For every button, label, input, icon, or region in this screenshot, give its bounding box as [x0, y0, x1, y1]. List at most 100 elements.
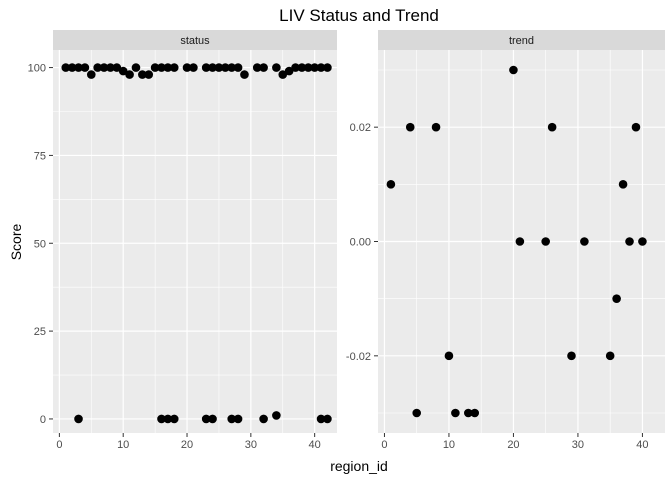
- data-point: [169, 414, 179, 424]
- facet-strip: [378, 30, 665, 50]
- data-point: [612, 294, 621, 303]
- panel-background: [53, 50, 337, 433]
- data-point: [112, 63, 122, 72]
- data-point: [201, 414, 211, 424]
- data-point: [272, 411, 281, 420]
- data-point: [144, 70, 154, 79]
- data-point: [86, 70, 96, 79]
- x-tick-label: 20: [181, 439, 193, 451]
- data-point: [638, 237, 647, 246]
- data-point: [106, 63, 115, 72]
- x-tick-label: 40: [636, 439, 648, 451]
- y-axis-title: Score: [8, 224, 24, 261]
- data-point: [618, 180, 628, 189]
- data-point: [201, 63, 211, 72]
- x-tick-label: 30: [245, 439, 257, 451]
- data-point: [625, 237, 634, 246]
- data-point: [221, 63, 230, 72]
- y-tick-label: 0: [40, 414, 46, 426]
- data-point: [74, 414, 83, 424]
- y-tick-label: 0.02: [350, 122, 371, 134]
- data-point: [386, 180, 396, 189]
- data-point: [93, 63, 102, 72]
- data-point: [74, 63, 83, 72]
- data-point: [233, 414, 243, 424]
- data-point: [67, 63, 77, 72]
- data-point: [150, 63, 160, 72]
- data-point: [163, 414, 173, 424]
- data-point: [208, 414, 217, 424]
- data-point: [157, 414, 166, 424]
- data-point: [567, 351, 576, 361]
- facet-strip: [53, 30, 337, 50]
- chart-title: LIV Status and Trend: [279, 6, 439, 25]
- x-tick-label: 40: [309, 439, 321, 451]
- y-tick-label: -0.02: [346, 351, 371, 363]
- data-point: [451, 408, 460, 418]
- data-point: [214, 63, 224, 72]
- data-point: [515, 237, 525, 246]
- data-point: [310, 63, 319, 72]
- facet-strip-label: status: [180, 35, 210, 47]
- y-tick-label: 100: [28, 63, 46, 75]
- data-point: [463, 408, 473, 418]
- x-tick-label: 10: [443, 439, 455, 451]
- data-point: [227, 63, 236, 72]
- data-point: [605, 351, 615, 361]
- data-point: [252, 63, 262, 72]
- data-point: [316, 63, 326, 72]
- data-point: [169, 63, 179, 72]
- data-point: [297, 63, 307, 72]
- data-point: [316, 414, 326, 424]
- data-point: [182, 63, 192, 72]
- data-point: [80, 63, 90, 72]
- data-point: [303, 63, 313, 72]
- data-point: [233, 63, 243, 72]
- y-tick-label: 75: [34, 150, 46, 162]
- data-point: [323, 63, 332, 72]
- data-point: [509, 65, 518, 75]
- data-point: [284, 66, 294, 76]
- data-point: [259, 414, 268, 424]
- data-point: [412, 408, 421, 418]
- data-point: [541, 237, 550, 246]
- facet-strip-label: trend: [509, 35, 534, 47]
- x-tick-label: 0: [381, 439, 387, 451]
- data-point: [631, 122, 641, 132]
- data-point: [208, 63, 217, 72]
- data-point: [125, 70, 134, 79]
- x-tick-label: 10: [117, 439, 129, 451]
- data-point: [163, 63, 173, 72]
- facet-panel-trend: trend 0 10 20 30 40 -0.02 0.00 0.02: [346, 30, 665, 451]
- y-tick-label: 50: [34, 238, 46, 250]
- y-tick-label: 0.00: [350, 237, 371, 249]
- data-point: [470, 408, 480, 418]
- data-point: [291, 63, 300, 72]
- data-point: [138, 70, 147, 79]
- facet-panel-status: status 0 10 20 30 40 0 25 50 75 100: [28, 30, 337, 451]
- x-tick-label: 0: [56, 439, 62, 451]
- data-point: [431, 122, 441, 132]
- y-tick-label: 25: [34, 326, 46, 338]
- x-axis-title: region_id: [330, 458, 388, 474]
- x-tick-label: 20: [507, 439, 519, 451]
- data-point: [157, 63, 166, 72]
- data-point: [131, 63, 141, 72]
- facet-panels: status 0 10 20 30 40 0 25 50 75 100 trend 0 10 20 30 40 -…: [28, 30, 665, 451]
- data-point: [547, 122, 557, 132]
- data-point: [323, 414, 332, 424]
- data-point: [227, 414, 236, 424]
- data-point: [272, 63, 281, 72]
- data-point: [580, 237, 589, 246]
- data-point: [444, 351, 454, 361]
- data-point: [61, 63, 71, 72]
- data-point: [259, 63, 268, 72]
- data-point: [278, 70, 288, 79]
- data-point: [99, 63, 109, 72]
- data-point: [189, 63, 198, 72]
- x-tick-label: 30: [572, 439, 584, 451]
- data-point: [405, 122, 415, 132]
- data-point: [240, 70, 249, 79]
- data-point: [118, 66, 128, 76]
